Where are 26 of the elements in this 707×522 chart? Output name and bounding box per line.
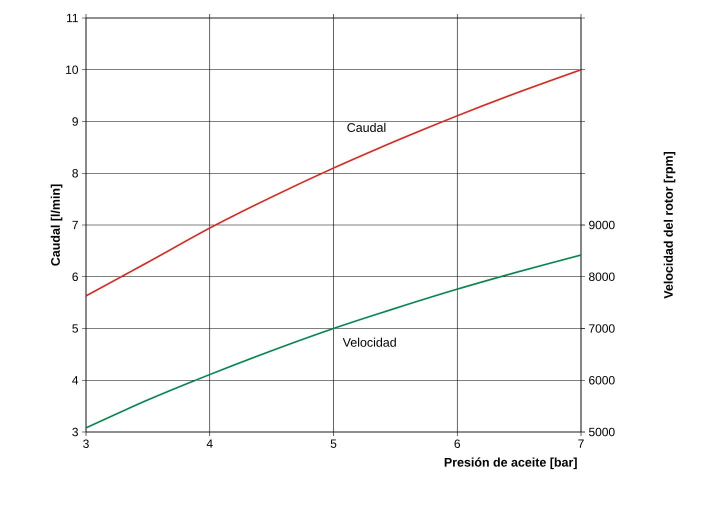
- y2-tick-label: 9000: [589, 220, 615, 230]
- series-label: Velocidad: [342, 338, 396, 347]
- y2-tick-label: 6000: [589, 376, 615, 384]
- x-tick-label: 4: [206, 440, 213, 448]
- y-tick-label: 5: [72, 324, 78, 333]
- y-tick-label: 4: [72, 376, 78, 384]
- x-tick-label: 3: [83, 440, 89, 448]
- line-series: [86, 68, 581, 297]
- y-tick-label: 8: [72, 169, 78, 178]
- y-tick-label: 3: [72, 428, 78, 436]
- y-tick-label: 6: [72, 272, 78, 281]
- y-tick-label: 11: [66, 14, 78, 22]
- y2-tick-label: 8000: [589, 272, 615, 281]
- y-tick-label: 10: [66, 66, 78, 74]
- x-tick-label: 7: [578, 440, 584, 448]
- x-axis-title: Presión de aceite [bar]: [444, 457, 577, 470]
- y2-axis-title: Velocidad del rotor [rpm]: [664, 152, 676, 299]
- y2-tick-label: 5000: [588, 428, 615, 436]
- series-label: Caudal: [347, 122, 386, 132]
- x-tick-label: 5: [330, 440, 336, 448]
- y-tick-label: 9: [72, 117, 78, 126]
- x-tick-label: 6: [454, 440, 460, 448]
- line-series: [86, 254, 581, 429]
- y-tick-label: 7: [72, 220, 78, 230]
- y-axis-title: Caudal [l/min]: [50, 184, 62, 266]
- y2-tick-label: 7000: [589, 324, 615, 333]
